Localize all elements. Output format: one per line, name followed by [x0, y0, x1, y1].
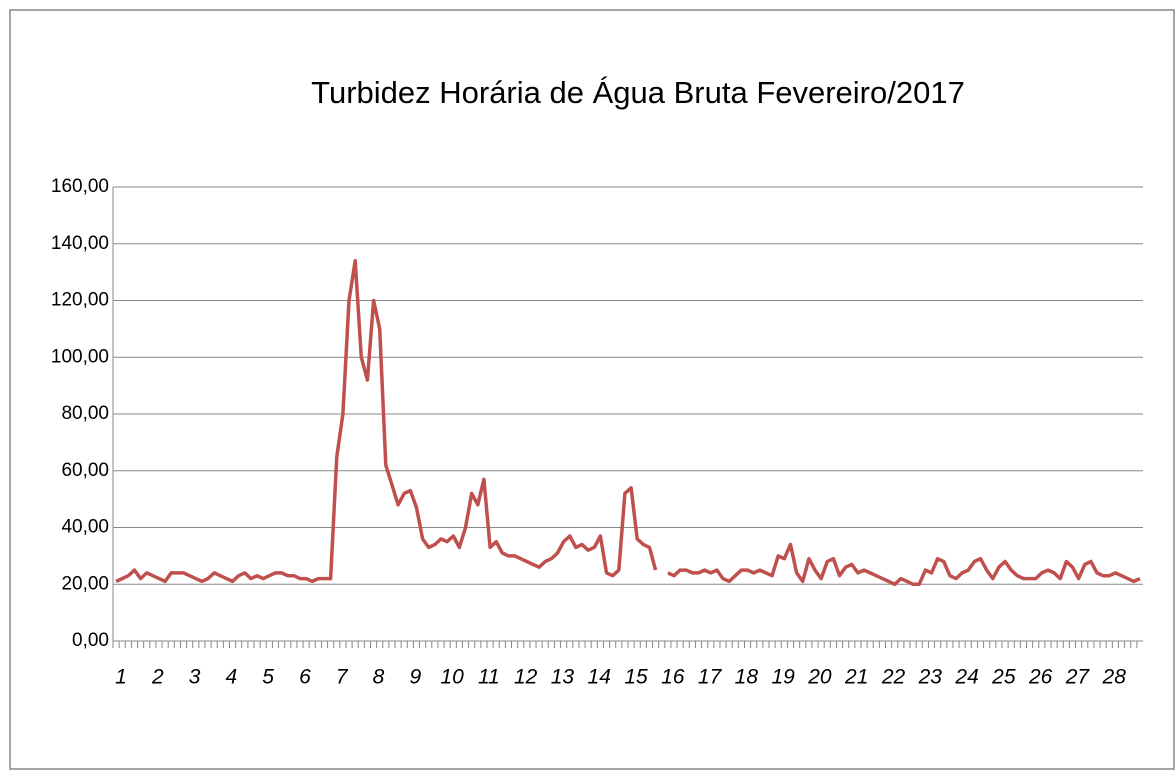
- x-tick-label: 1: [115, 666, 127, 689]
- x-tick-label: 4: [226, 666, 238, 689]
- x-tick-label: 20: [807, 666, 832, 689]
- x-tick-label: 18: [735, 666, 759, 689]
- x-tick-label: 3: [189, 666, 201, 689]
- x-tick-label: 9: [409, 666, 421, 689]
- x-tick-label: 14: [588, 666, 611, 689]
- x-tick-label: 2: [151, 666, 164, 689]
- x-tick-label: 25: [991, 666, 1016, 689]
- x-tick-label: 27: [1065, 666, 1091, 689]
- x-tick-label: 15: [624, 666, 648, 689]
- series-line: [115, 259, 1141, 587]
- y-tick-label: 0,00: [72, 630, 109, 651]
- x-tick-label: 8: [373, 666, 385, 689]
- x-tick-label: 16: [661, 666, 685, 689]
- y-tick-label: 100,00: [51, 346, 109, 367]
- y-tick-label: 160,00: [51, 176, 109, 197]
- x-tick-label: 7: [336, 666, 349, 689]
- y-tick-label: 80,00: [61, 403, 109, 424]
- x-tick-label: 5: [262, 666, 274, 689]
- chart-title: Turbidez Horária de Água Bruta Fevereiro…: [311, 75, 965, 110]
- y-tick-label: 140,00: [51, 233, 109, 254]
- chart-border: [9, 9, 1175, 770]
- y-tick-label: 40,00: [61, 517, 109, 538]
- y-tick-label: 60,00: [61, 460, 109, 481]
- x-tick-label: 26: [1028, 666, 1053, 689]
- x-tick-label: 10: [440, 666, 464, 689]
- x-tick-label: 12: [514, 666, 538, 689]
- x-tick-label: 11: [478, 666, 500, 689]
- x-tick-label: 13: [551, 666, 575, 689]
- x-tick-label: 6: [299, 666, 311, 689]
- x-tick-label: 24: [954, 666, 978, 689]
- x-tick-label: 28: [1102, 666, 1127, 689]
- x-tick-label: 23: [918, 666, 943, 689]
- x-tick-label: 22: [881, 666, 906, 689]
- x-tick-label: 17: [698, 666, 723, 689]
- x-tick-label: 19: [771, 666, 795, 689]
- y-tick-label: 120,00: [51, 290, 109, 311]
- y-tick-label: 20,00: [61, 573, 109, 594]
- x-tick-label: 21: [844, 666, 868, 689]
